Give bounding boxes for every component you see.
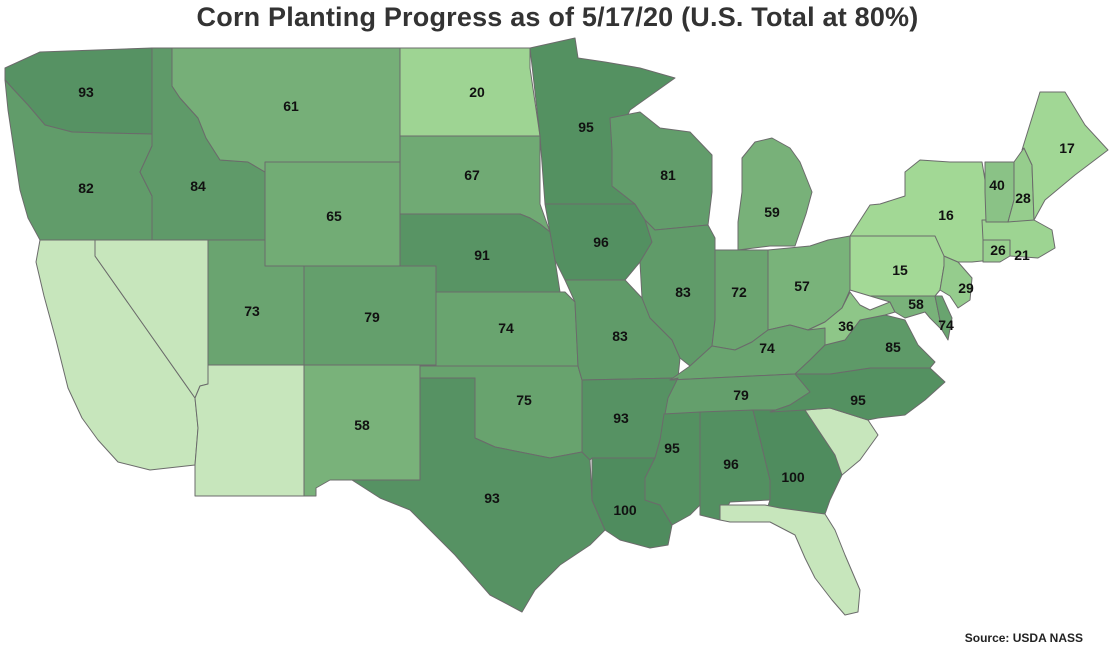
state-value-label-va: 85 (885, 339, 901, 355)
state-value-label-ne: 91 (474, 247, 490, 263)
state-value-label-de: 74 (938, 317, 954, 333)
state-mi (737, 137, 813, 251)
state-value-label-mo: 83 (612, 328, 628, 344)
state-value-label-co: 79 (364, 309, 380, 325)
state-value-label-ma: 21 (1014, 247, 1030, 263)
state-value-label-id: 84 (190, 178, 206, 194)
state-value-label-mt: 61 (283, 98, 299, 114)
state-value-label-vt: 40 (989, 177, 1005, 193)
state-value-label-ks: 74 (498, 320, 514, 336)
state-value-label-ct: 26 (990, 242, 1006, 258)
state-value-label-nc: 95 (850, 392, 866, 408)
state-value-label-sd: 67 (464, 167, 480, 183)
state-value-labels: 93 82 84 61 65 73 79 58 20 67 91 74 75 93 95 96 83 93 100 8… (78, 84, 1075, 518)
state-value-label-nj: 29 (958, 280, 974, 296)
state-value-label-oh: 57 (794, 278, 810, 294)
state-value-label-me: 17 (1059, 140, 1075, 156)
state-fl (719, 504, 861, 616)
state-nj (939, 255, 973, 309)
state-value-label-ky: 74 (759, 340, 775, 356)
state-value-label-wa: 93 (78, 84, 94, 100)
state-value-label-ar: 93 (613, 410, 629, 426)
state-ma (981, 219, 1056, 259)
state-value-label-nh: 28 (1015, 190, 1031, 206)
state-nd (399, 47, 541, 137)
state-value-label-tn: 79 (733, 387, 749, 403)
state-value-label-al: 96 (723, 456, 739, 472)
state-value-label-wv: 36 (838, 318, 854, 334)
state-value-label-il: 83 (675, 284, 691, 300)
state-value-label-nm: 58 (354, 417, 370, 433)
state-az (194, 364, 305, 497)
state-value-label-la: 100 (613, 502, 637, 518)
state-value-label-wi: 81 (660, 167, 676, 183)
state-value-label-in: 72 (731, 284, 747, 300)
state-value-label-or: 82 (78, 180, 94, 196)
state-in (711, 249, 769, 351)
state-tx (351, 377, 606, 613)
state-value-label-ia: 96 (593, 234, 609, 250)
state-value-label-ny: 16 (938, 207, 954, 223)
state-value-label-mn: 95 (578, 119, 594, 135)
state-value-label-mi: 59 (764, 204, 780, 220)
state-value-label-ok: 75 (516, 392, 532, 408)
state-value-label-wy: 65 (326, 208, 342, 224)
state-value-label-ut: 73 (244, 303, 260, 319)
state-value-label-nd: 20 (469, 84, 485, 100)
state-me (1021, 91, 1109, 221)
states-layer (4, 37, 1109, 616)
state-value-label-tx: 93 (484, 490, 500, 506)
state-il (639, 219, 716, 367)
state-value-label-ms: 95 (664, 440, 680, 456)
state-value-label-md: 58 (908, 296, 924, 312)
source-note: Source: USDA NASS (964, 631, 1083, 645)
state-de (934, 295, 953, 341)
map-title: Corn Planting Progress as of 5/17/20 (U.… (196, 2, 919, 32)
state-value-label-pa: 15 (892, 262, 908, 278)
state-value-label-ga: 100 (781, 469, 805, 485)
